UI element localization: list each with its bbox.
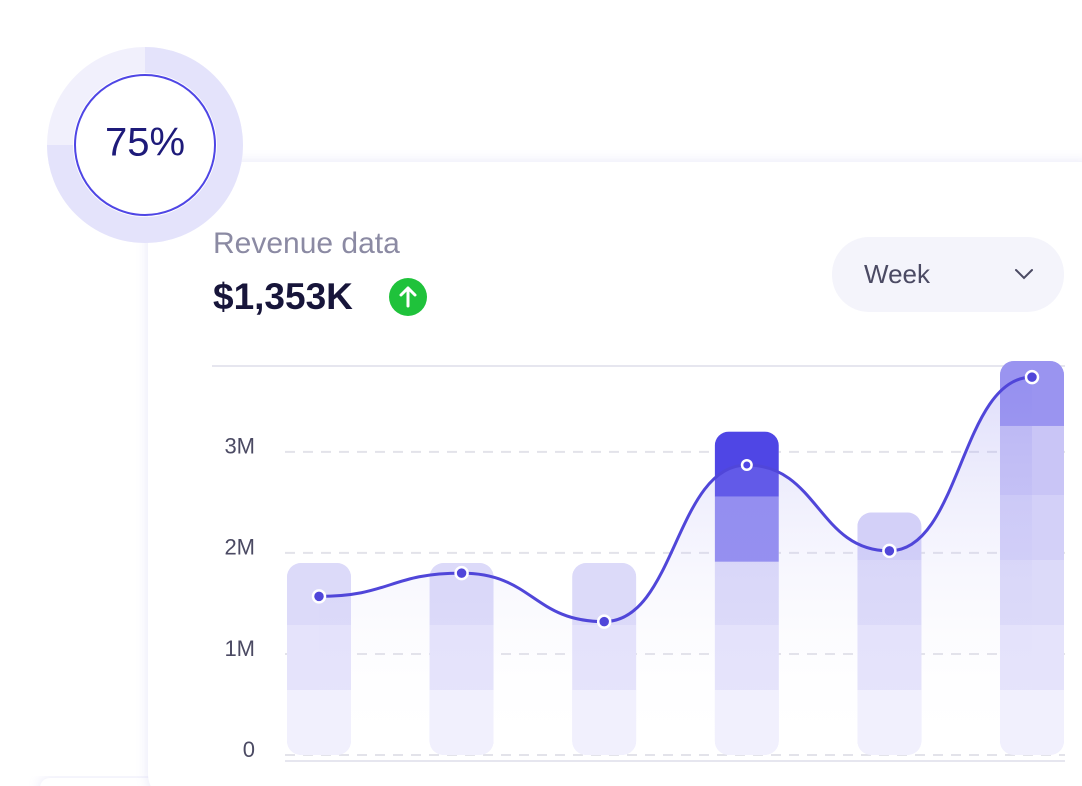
dropdown-label[interactable]: Week [864,259,931,289]
line-point [454,565,469,581]
y-tick-label: 1M [224,636,255,661]
line-point [311,589,327,604]
ring-progress [47,47,243,243]
trend-up-icon [389,278,427,316]
plot: 0 1M 2M 3M [224,360,1065,762]
card-title: Revenue data [213,227,400,260]
period-dropdown[interactable]: Week [832,237,1064,312]
line-point [882,543,897,559]
progress-ring: 75% [47,47,243,243]
y-tick-label: 3M [224,434,255,459]
line-point [596,614,612,629]
ring-inner [74,74,216,216]
line-area [319,377,1032,755]
y-tick-label: 0 [243,737,255,762]
total-value: $1,353K [213,276,353,317]
line-point [1024,369,1040,385]
progress-label: 75% [105,121,185,165]
y-tick-label: 2M [224,535,255,560]
line-point-core [743,461,751,469]
